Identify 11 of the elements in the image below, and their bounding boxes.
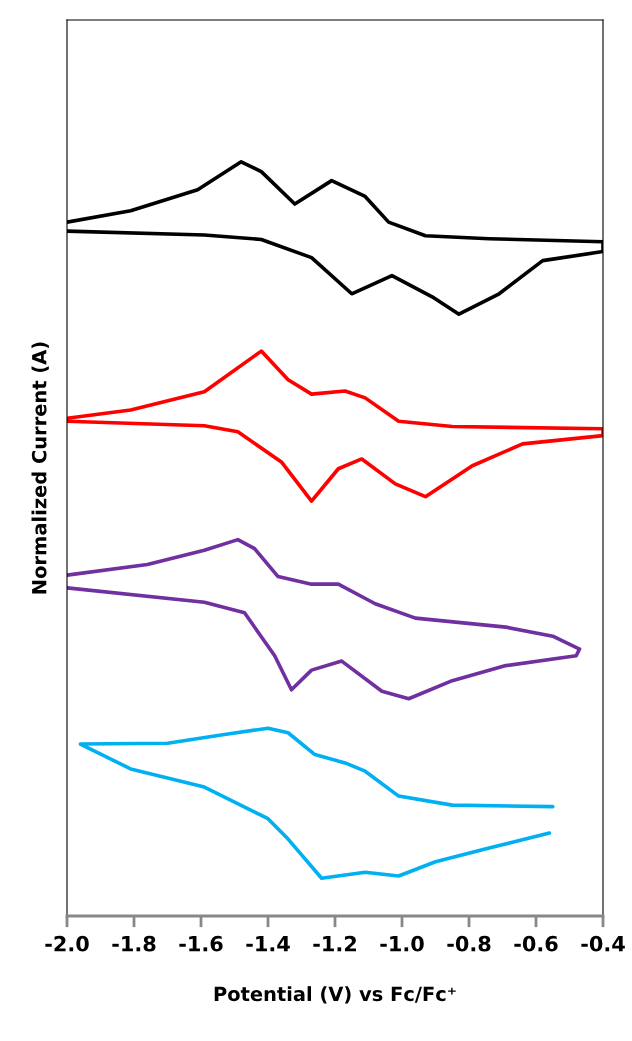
x-tick-label: -1.6 xyxy=(179,935,223,952)
x-tick-label: -1.2 xyxy=(313,935,356,952)
x-tick-label: -1.4 xyxy=(246,936,290,952)
x-axis-title: Potential (V) vs Fc/Fc⁺ xyxy=(214,986,456,1004)
x-tick-label: -1.0 xyxy=(380,935,424,952)
x-tick-label: -1.8 xyxy=(112,935,156,952)
x-tick-label: -0.4 xyxy=(581,935,625,952)
y-axis-title: Normalized Current (A) xyxy=(31,342,49,594)
x-tick-label: -0.8 xyxy=(447,935,491,952)
x-tick-label: -0.6 xyxy=(514,935,558,952)
x-tick-label: -2.0 xyxy=(45,935,89,952)
